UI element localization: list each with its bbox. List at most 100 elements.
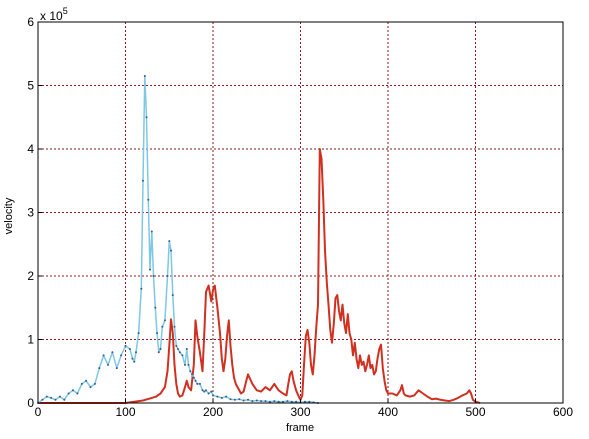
series-2-point <box>233 398 236 401</box>
y-axis-label: velocity <box>3 197 15 234</box>
series-2-point <box>207 392 210 395</box>
x-tick-label: 100 <box>115 405 135 419</box>
series-2-point <box>152 275 155 277</box>
series-2-point <box>120 354 123 357</box>
series-2-point <box>251 400 254 403</box>
y-tick-label: 6 <box>27 15 34 29</box>
y-tick-label: 4 <box>27 142 34 156</box>
series-2-point <box>203 390 206 393</box>
series-2-point <box>150 230 153 233</box>
series-2-point <box>159 348 162 350</box>
series-2-point <box>238 398 241 401</box>
series-line-1 <box>38 148 481 404</box>
series-2-point <box>264 400 267 403</box>
y-tick-label: 2 <box>27 269 34 283</box>
y-tick-label: 5 <box>27 79 34 93</box>
series-2-point <box>185 348 188 350</box>
series-2-point <box>196 382 199 385</box>
series-2-point <box>166 275 169 277</box>
series-2-point <box>54 398 57 401</box>
series-2-point <box>50 396 53 399</box>
series-2-point <box>242 399 245 402</box>
series-2-point <box>45 395 48 398</box>
series-2-point <box>295 400 298 403</box>
series-2-point <box>168 240 171 243</box>
series-2-point <box>133 360 136 363</box>
series-2-point <box>149 268 151 271</box>
series-2-point <box>72 389 74 392</box>
exponent-base: x 10 <box>40 9 63 23</box>
series-2-point <box>143 75 146 77</box>
series-2-point <box>135 351 137 354</box>
series-2-point <box>184 363 186 366</box>
series-2-point <box>277 400 280 403</box>
series-2-point <box>163 319 166 322</box>
series-2-point <box>260 400 263 403</box>
series-2-point <box>286 400 289 403</box>
series-2-point <box>225 395 228 398</box>
series-2-point <box>194 379 197 382</box>
series-2-point <box>273 400 276 403</box>
series-2-point <box>212 394 214 397</box>
series-2-point <box>111 351 114 354</box>
series-2-point <box>210 390 213 393</box>
series-2-point <box>229 398 232 401</box>
series-2-point <box>67 392 70 395</box>
series-2-point <box>290 400 293 403</box>
y-tick-label: 3 <box>27 206 34 220</box>
x-tick-label: 0 <box>35 405 42 419</box>
series-2-point <box>115 367 118 370</box>
series-2-point <box>156 332 158 335</box>
series-2-point <box>216 395 219 398</box>
series-2-point <box>76 392 79 395</box>
series-2-point <box>145 116 148 119</box>
series-2-point <box>147 198 150 201</box>
series-2-point <box>173 325 176 328</box>
series-2-point <box>93 382 96 385</box>
series-group <box>37 75 481 404</box>
series-2-point <box>171 294 174 297</box>
series-2-point <box>255 399 258 402</box>
grid-lines <box>38 22 563 403</box>
series-2-point <box>157 351 160 354</box>
series-2-point <box>308 400 311 403</box>
series-2-point <box>201 389 204 392</box>
series-2-point <box>181 354 184 357</box>
series-line-2 <box>37 75 319 404</box>
series-2-point <box>189 370 192 373</box>
series-2-point <box>58 395 61 398</box>
series-2-point <box>142 179 144 182</box>
series-2-point <box>175 344 178 347</box>
ticks-group: 0 100 200 300 400 500 600 0 1 2 3 4 5 6 <box>27 15 573 419</box>
series-2-point <box>137 332 140 335</box>
y-tick-label: 1 <box>27 333 34 347</box>
series-2-point <box>247 398 249 401</box>
series-2-point <box>107 363 109 366</box>
series-2-point <box>102 354 105 357</box>
x-tick-label: 500 <box>465 405 485 419</box>
x-tick-label: 200 <box>203 405 223 419</box>
exponent-power: 5 <box>63 6 68 16</box>
series-2-point <box>131 357 134 360</box>
series-2-point <box>98 367 101 370</box>
x-tick-label: 400 <box>378 405 398 419</box>
series-2-point <box>268 400 271 403</box>
series-2-point <box>161 325 164 328</box>
series-2-point <box>192 376 195 379</box>
series-2-point <box>128 348 131 350</box>
series-2-point <box>178 351 181 354</box>
series-2-point <box>191 373 193 376</box>
exponent-label: x 105 <box>40 6 68 23</box>
series-2-point <box>63 398 66 401</box>
series-2-point <box>205 389 207 392</box>
series-2-point <box>124 344 127 347</box>
series-2-point <box>177 348 179 350</box>
x-axis-label: frame <box>286 422 314 434</box>
series-2-point <box>80 382 83 385</box>
series-2-point <box>303 400 306 403</box>
series-2-point <box>41 398 44 401</box>
series-2-point <box>89 386 92 389</box>
series-2-point <box>85 379 88 382</box>
series-2-point <box>220 396 223 399</box>
